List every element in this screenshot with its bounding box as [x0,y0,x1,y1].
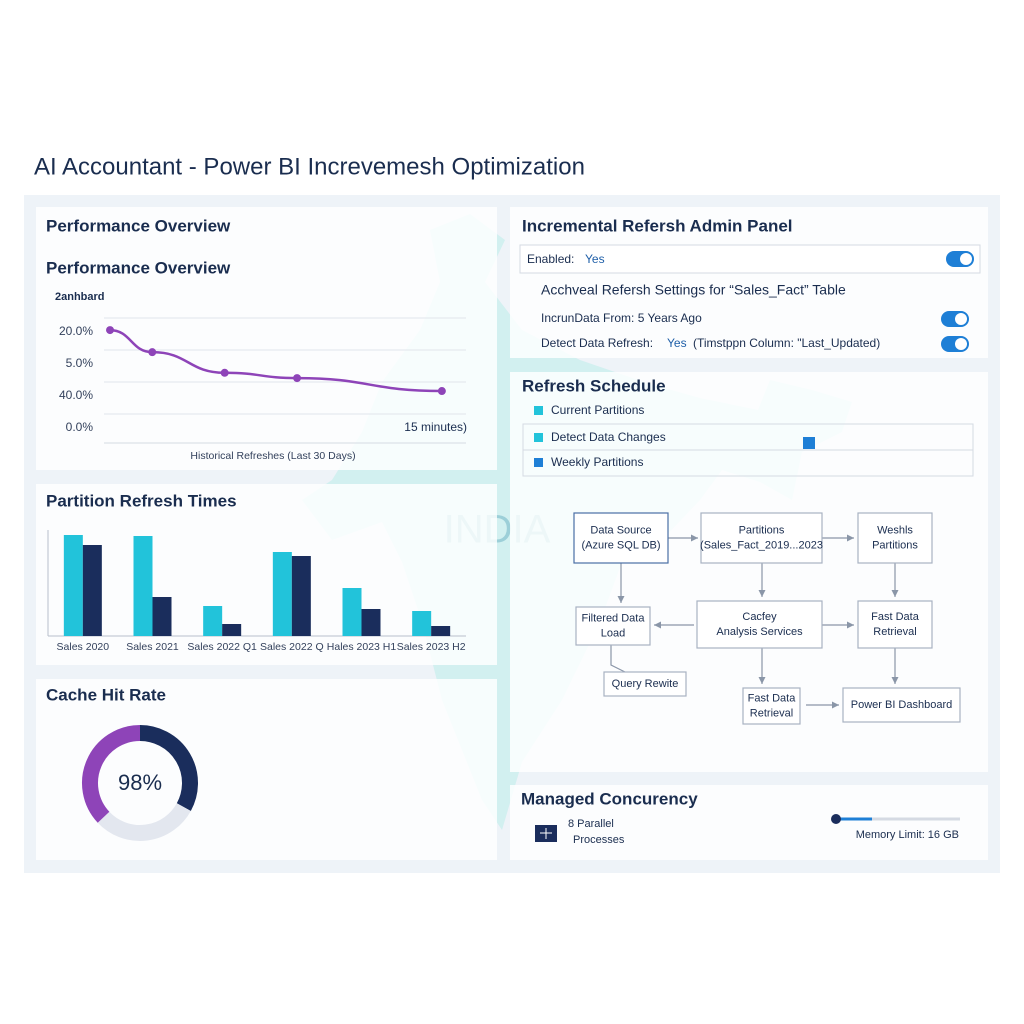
bar [291,556,311,636]
panel-title: Performance Overview [46,216,231,235]
flow-node [700,512,823,564]
performance-panel [36,207,497,470]
x-tick-label: Sales 2022 Q [260,641,324,653]
concurrency-panel [510,785,988,860]
flow-node [842,687,961,723]
bar [342,588,362,636]
chart-title: Performance Overview [46,258,231,277]
bar [272,552,292,636]
x-tick-label: Hales 2023 H1 [327,641,397,653]
flow-node-label: Fast Data [871,611,920,623]
point [293,374,302,383]
process-icon [535,825,557,842]
flow-node-label: Cacfey [742,611,777,623]
y-tick-label: 0.0% [66,420,94,434]
flow-node-label: Query Rewite [612,678,679,690]
flow-node [575,606,651,646]
point [220,368,229,377]
partition-panel [36,484,497,665]
legend-swatch [534,406,543,415]
detect-value: Yes [667,336,687,350]
donut-segment [97,802,191,841]
memory-label: Memory Limit: 16 GB [856,829,959,841]
flow-node [573,512,669,564]
bar [361,609,381,636]
schedule-row [522,449,974,477]
slider[interactable] [831,814,960,824]
marker-square [803,437,815,449]
x-tick-label: Sales 2021 [126,641,179,653]
point [148,348,157,357]
schedule-item: Current Partitions [551,403,644,417]
x-tick-label: Sales 2023 H2 [397,641,466,653]
chart-title: Partition Refresh Times [46,491,237,510]
x-tick-label: Sales 2022 Q1 [187,641,257,653]
flow-node [742,687,801,725]
panel-title: Incremental Refersh Admin Panel [522,216,793,235]
bar [203,606,223,636]
enabled-value: Yes [585,252,605,266]
schedule-item: Detect Data Changes [551,430,666,444]
detect-note: (Timstppn Column: "Last_Updated) [693,336,880,350]
legend-swatch [534,433,543,442]
point [106,326,115,335]
flow-node-label: Data Source [590,524,651,536]
enabled-row [519,244,981,274]
toggle[interactable] [941,336,969,352]
y-tick-label: 5.0% [66,356,94,370]
x-tick-label: Sales 2020 [57,641,110,653]
bar [63,535,83,636]
bar [222,624,242,636]
flow-node [857,600,933,649]
flow-node-label: Weshls [877,524,913,536]
y-tick-label: 20.0% [59,324,93,338]
annotation: 15 minutes) [404,420,467,434]
line [109,328,442,393]
bar [133,536,153,636]
process-label: 8 Parallel [568,818,614,830]
flow-node-label: Filtered Data [582,612,646,624]
chart-subtitle: 2anhbard [55,291,105,303]
flow-node-label: Retrieval [750,707,793,719]
flow-node-label: Load [601,627,625,639]
bar [152,597,172,636]
toggle[interactable] [946,251,974,267]
chart-title: Cache Hit Rate [46,685,166,704]
flow-node-label: Power BI Dashboard [851,699,953,711]
point [437,387,446,396]
flow-node-label: (Azure SQL DB) [581,539,660,551]
center-label: 98% [118,770,162,795]
detect-label: Detect Data Refresh: [541,336,653,350]
flow-node-label: Retrieval [873,626,916,638]
admin-panel [510,207,988,358]
flow-node-label: Partitions [872,539,918,551]
x-axis-label: Historical Refreshes (Last 30 Days) [190,450,355,462]
page-title: AI Accountant - Power BI Increvemesh Opt… [34,153,585,180]
panel-title: Managed Concurency [521,789,698,808]
bar [82,545,102,636]
flow-node [603,671,687,697]
flow-node [696,600,823,649]
cache-panel [36,679,497,860]
process-label: Processes [573,834,625,846]
y-tick-label: 40.0% [59,388,93,402]
bar [412,611,432,636]
flow-arrows [610,534,899,709]
panel-title: Refresh Schedule [522,376,666,395]
range-label: IncrunData From: 5 Years Ago [541,311,702,325]
donut-segment [139,725,198,811]
toggle[interactable] [941,311,969,327]
settings-title: Acchveal Refersh Settings for “Sales_Fac… [541,282,846,298]
donut-segment [82,725,141,823]
flow-node-label: Fast Data [748,692,797,704]
bar [431,626,451,636]
flow-node [857,512,933,564]
flow-node-label: Analysis Services [716,626,803,638]
flow-node-label: Partitions [739,524,785,536]
flow-node-label: (Sales_Fact_2019...2023 [700,539,823,551]
legend-swatch [534,458,543,467]
enabled-label: Enabled: [527,252,574,266]
schedule-item: Weekly Partitions [551,455,643,469]
